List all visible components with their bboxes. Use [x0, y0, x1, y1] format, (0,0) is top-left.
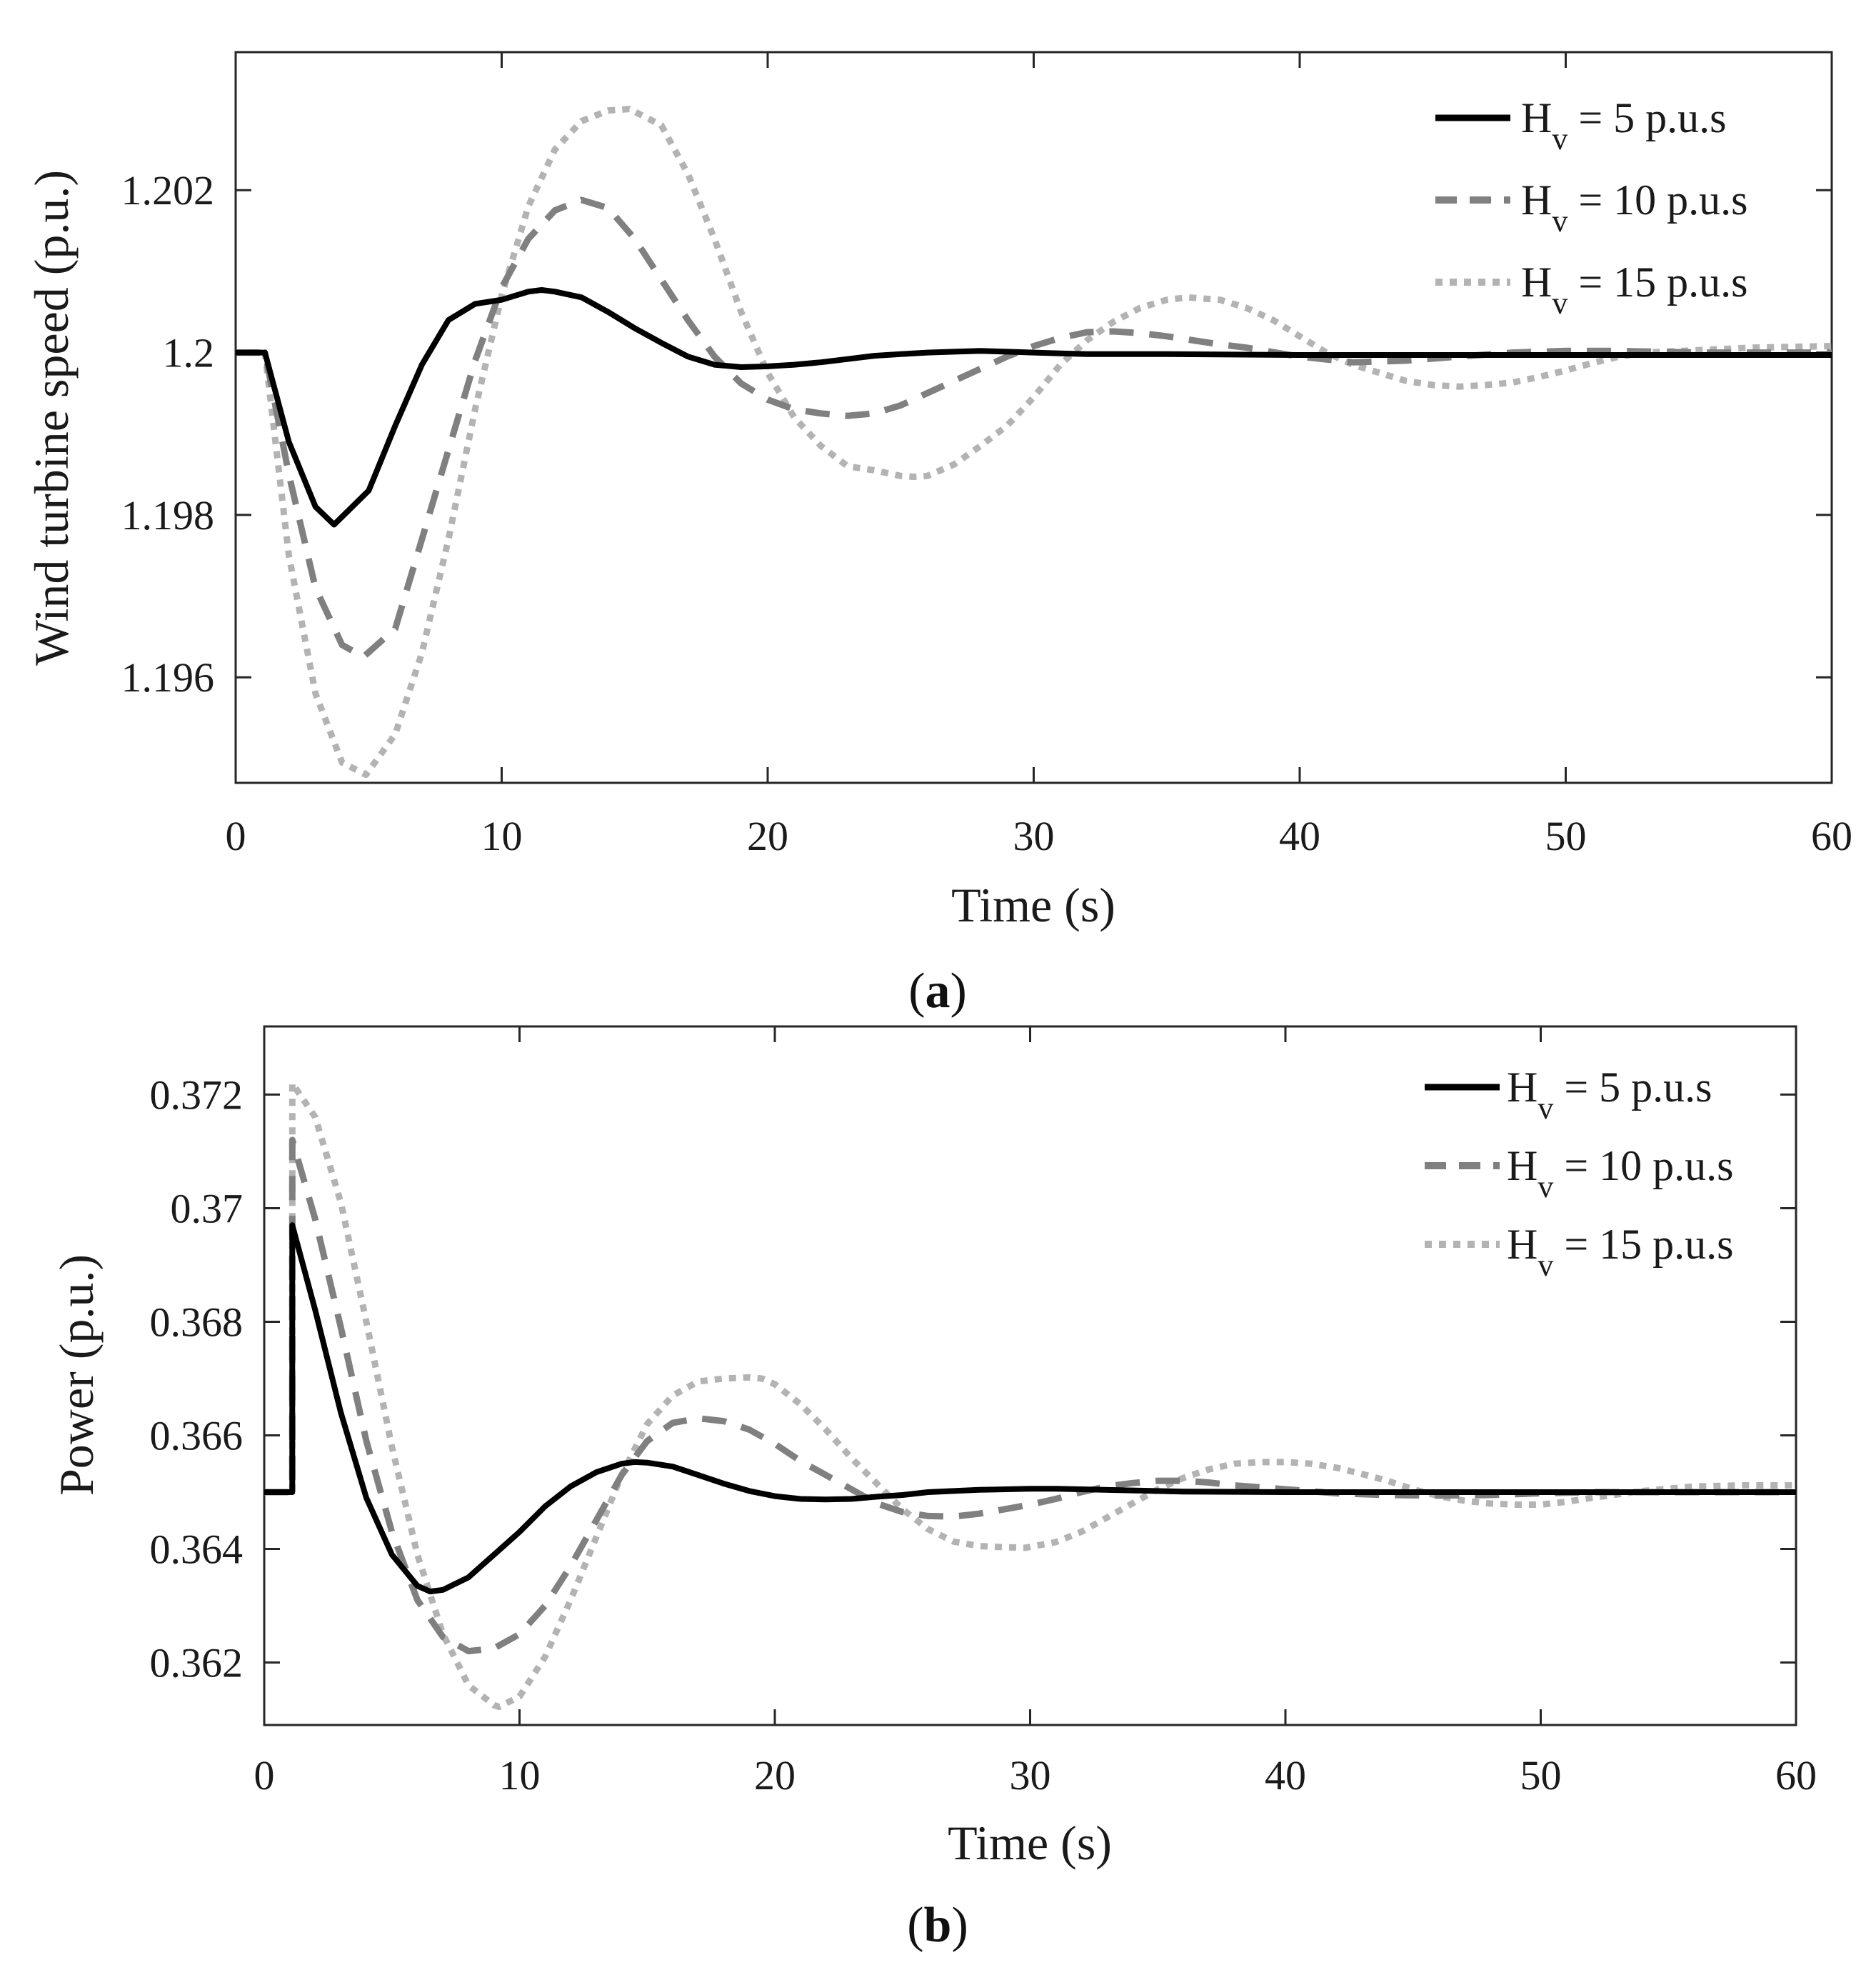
panel-a-y-axis-label: Wind turbine speed (p.u.) — [24, 170, 79, 666]
panel-a-x-axis-label: Time (s) — [951, 878, 1115, 932]
legend-entry: Hv = 5 p.u.s — [1507, 1064, 1712, 1126]
y-tick-label: 1.198 — [121, 492, 215, 539]
x-tick-label: 30 — [1010, 1752, 1051, 1799]
legend-entry: Hv = 10 p.u.s — [1521, 176, 1748, 239]
panel-b-caption-letter: b — [924, 1898, 952, 1953]
y-tick-label: 0.366 — [150, 1412, 244, 1459]
panel-b-legend: Hv = 5 p.u.sHv = 10 p.u.sHv = 15 p.u.s — [1425, 1064, 1734, 1283]
series-line-hv15 — [236, 106, 1832, 779]
y-tick-label: 1.196 — [121, 654, 215, 701]
x-tick-label: 30 — [1013, 813, 1055, 859]
legend-subscript: v — [1538, 1248, 1553, 1283]
legend-entry: Hv = 15 p.u.s — [1507, 1221, 1734, 1283]
panel-a-caption: (a) — [908, 964, 967, 1019]
series-line-hv5 — [264, 1222, 1796, 1595]
x-tick-label: 10 — [499, 1752, 541, 1799]
legend-rest: = 10 p.u.s — [1567, 176, 1747, 224]
x-tick-label: 60 — [1775, 1752, 1817, 1799]
x-tick-label: 10 — [481, 813, 523, 859]
panel-b-caption: (b) — [907, 1898, 968, 1953]
x-tick-label: 40 — [1265, 1752, 1306, 1799]
legend-rest: = 15 p.u.s — [1553, 1221, 1733, 1268]
series-line-hv15 — [264, 1080, 1796, 1711]
legend-main: H — [1507, 1142, 1538, 1189]
legend-main: H — [1507, 1221, 1538, 1268]
legend-subscript: v — [1538, 1091, 1553, 1126]
legend-entry: Hv = 5 p.u.s — [1521, 94, 1727, 156]
panel-a-tick-labels: 0 10 20 30 40 50 60 1.196 1.198 1.2 1.202 — [121, 167, 1853, 859]
panel-a-caption-letter: a — [926, 964, 950, 1019]
panel-a-legend: Hv = 5 p.u.sHv = 10 p.u.sHv = 15 p.u.s — [1435, 94, 1748, 321]
panel-a-series-group — [236, 106, 1832, 779]
panel-b-ticks — [263, 1026, 1797, 1725]
legend-rest: = 15 p.u.s — [1567, 259, 1747, 306]
panel-b-caption-close: ) — [951, 1898, 968, 1953]
panel-a-chart: 0 10 20 30 40 50 60 1.196 1.198 1.2 1.202 Time (s)… — [24, 51, 1853, 1019]
panel-a-caption-open: ( — [908, 964, 925, 1019]
x-tick-label: 40 — [1279, 813, 1320, 859]
x-tick-label: 20 — [747, 813, 788, 859]
legend-main: H — [1521, 94, 1552, 141]
y-tick-label: 0.364 — [150, 1526, 244, 1573]
y-tick-label: 0.362 — [150, 1640, 244, 1686]
legend-subscript: v — [1538, 1169, 1553, 1204]
y-tick-label: 1.202 — [121, 167, 215, 214]
x-tick-label: 0 — [254, 1752, 275, 1799]
x-tick-label: 50 — [1520, 1752, 1562, 1799]
legend-rest: = 10 p.u.s — [1553, 1142, 1733, 1189]
legend-entry: Hv = 15 p.u.s — [1521, 259, 1748, 321]
legend-main: H — [1521, 259, 1552, 306]
x-tick-label: 20 — [754, 1752, 796, 1799]
y-tick-label: 1.2 — [163, 330, 215, 376]
panel-b-tick-labels: 0 10 20 30 40 50 60 0.362 0.364 0.366 0.368 0.37 0.3… — [150, 1071, 1817, 1799]
legend-subscript: v — [1552, 286, 1567, 321]
panel-a-plot-area — [234, 51, 1833, 784]
legend-rest: = 5 p.u.s — [1567, 94, 1726, 141]
panel-b-caption-open: ( — [907, 1898, 923, 1953]
series-line-hv5 — [236, 287, 1832, 528]
legend-entry: Hv = 10 p.u.s — [1507, 1142, 1734, 1204]
y-tick-label: 0.37 — [171, 1185, 244, 1231]
legend-main: H — [1507, 1064, 1538, 1111]
panel-b-y-axis-label: Power (p.u.) — [49, 1254, 104, 1496]
panel-b-series-group — [264, 1080, 1796, 1711]
panel-b-chart: 0 10 20 30 40 50 60 0.362 0.364 0.366 0.368 0.37 0.3… — [49, 1025, 1817, 1953]
panel-b-x-axis-label: Time (s) — [948, 1816, 1112, 1870]
legend-rest: = 5 p.u.s — [1553, 1064, 1712, 1111]
x-tick-label: 60 — [1811, 813, 1852, 859]
panel-a-caption-close: ) — [950, 964, 967, 1019]
legend-subscript: v — [1552, 121, 1567, 156]
panel-a-ticks — [234, 52, 1833, 783]
y-tick-label: 0.368 — [150, 1299, 244, 1345]
x-tick-label: 50 — [1545, 813, 1587, 859]
panel-b-plot-area — [263, 1025, 1797, 1726]
legend-subscript: v — [1552, 204, 1567, 239]
x-tick-label: 0 — [226, 813, 246, 859]
y-tick-label: 0.372 — [150, 1071, 244, 1118]
legend-main: H — [1521, 176, 1552, 224]
